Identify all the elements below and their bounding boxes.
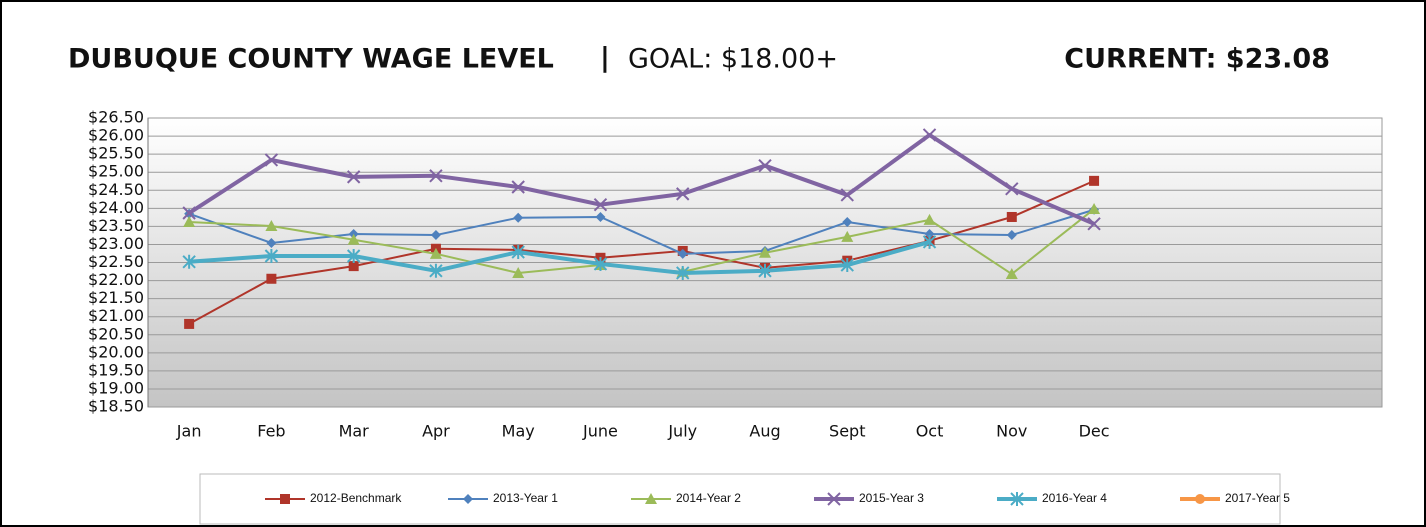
y-tick-label: $21.50 [88,288,144,307]
y-tick-label: $25.00 [88,162,144,181]
y-tick-label: $19.00 [88,378,144,397]
marker [758,263,772,278]
marker [922,234,937,249]
marker [593,197,608,212]
marker [924,228,935,239]
marker [511,245,525,260]
y-tick-label: $24.50 [88,180,144,199]
series-line [188,239,931,275]
x-tick-label: Aug [749,422,780,441]
marker [265,220,278,232]
marker [429,263,443,278]
x-tick-label: July [667,422,697,441]
marker [1089,175,1100,186]
marker [429,169,443,183]
marker [182,254,196,269]
x-tick-label: Feb [257,422,285,441]
x-tick-label: Apr [422,422,450,441]
title-separator: | [600,43,610,74]
series-line [188,208,1095,255]
marker [1006,230,1017,241]
marker [1087,217,1101,231]
marker [266,237,277,248]
y-tick-label: $19.50 [88,360,144,379]
marker [511,180,525,194]
y-tick-label: $23.00 [88,234,144,253]
x-tick-label: Sept [829,422,865,441]
marker [346,248,361,263]
marker [264,248,279,263]
marker [923,213,936,225]
chart-title: DUBUQUE COUNTY WAGE LEVEL [68,44,554,75]
marker [840,188,854,202]
marker [842,217,853,228]
x-tick-label: Oct [916,422,944,441]
x-tick-label: Dec [1079,422,1110,441]
marker [347,233,360,245]
marker [922,128,937,142]
legend-label: 2017-Year 5 [1225,491,1290,505]
marker [676,265,690,280]
marker [841,230,854,242]
marker [513,212,524,223]
marker [593,256,608,271]
marker [1088,203,1101,215]
marker [1010,492,1024,506]
y-tick-label: $22.00 [88,270,144,289]
x-tick-label: Jan [176,422,202,441]
marker [1005,182,1019,196]
series-line [188,179,1095,325]
marker [280,494,290,504]
x-tick-label: June [582,422,618,441]
x-tick-label: May [502,422,535,441]
marker [348,261,359,272]
goal: GOAL: $18.00+ [628,44,838,75]
legend-label: 2012-Benchmark [310,491,402,505]
legend-label: 2014-Year 2 [676,491,741,505]
marker [1195,494,1205,504]
marker [264,153,279,167]
marker [184,318,195,329]
marker [1006,211,1017,222]
marker [463,494,473,504]
y-tick-label: $20.50 [88,324,144,343]
legend [199,473,1281,525]
legend-label: 2015-Year 3 [859,491,924,505]
y-tick-label: $25.50 [88,144,144,163]
marker [677,248,688,259]
marker [429,247,442,259]
marker [758,158,772,173]
legend-label: 2016-Year 4 [1042,491,1107,505]
marker [676,187,690,201]
x-tick-label: Nov [996,422,1027,441]
y-tick-label: $26.00 [88,126,144,145]
x-tick-label: Mar [339,422,370,441]
marker [183,216,196,228]
marker [512,266,525,278]
marker [759,246,771,258]
marker [266,273,277,284]
y-tick-label: $21.00 [88,306,144,325]
legend-label: 2013-Year 1 [493,491,558,505]
marker [346,170,361,184]
marker [645,493,657,504]
current: CURRENT: $23.08 [1064,44,1330,75]
y-tick-label: $20.00 [88,342,144,361]
marker [827,492,841,506]
series-line [188,132,1095,226]
marker [430,230,441,241]
y-tick-label: $23.50 [88,216,144,235]
marker [595,211,606,222]
y-tick-label: $18.50 [88,397,144,416]
marker [840,258,854,273]
y-tick-label: $24.00 [88,198,144,217]
y-tick-label: $26.50 [88,108,144,127]
y-tick-label: $22.50 [88,252,144,271]
marker [1005,268,1018,280]
marker [182,206,196,220]
